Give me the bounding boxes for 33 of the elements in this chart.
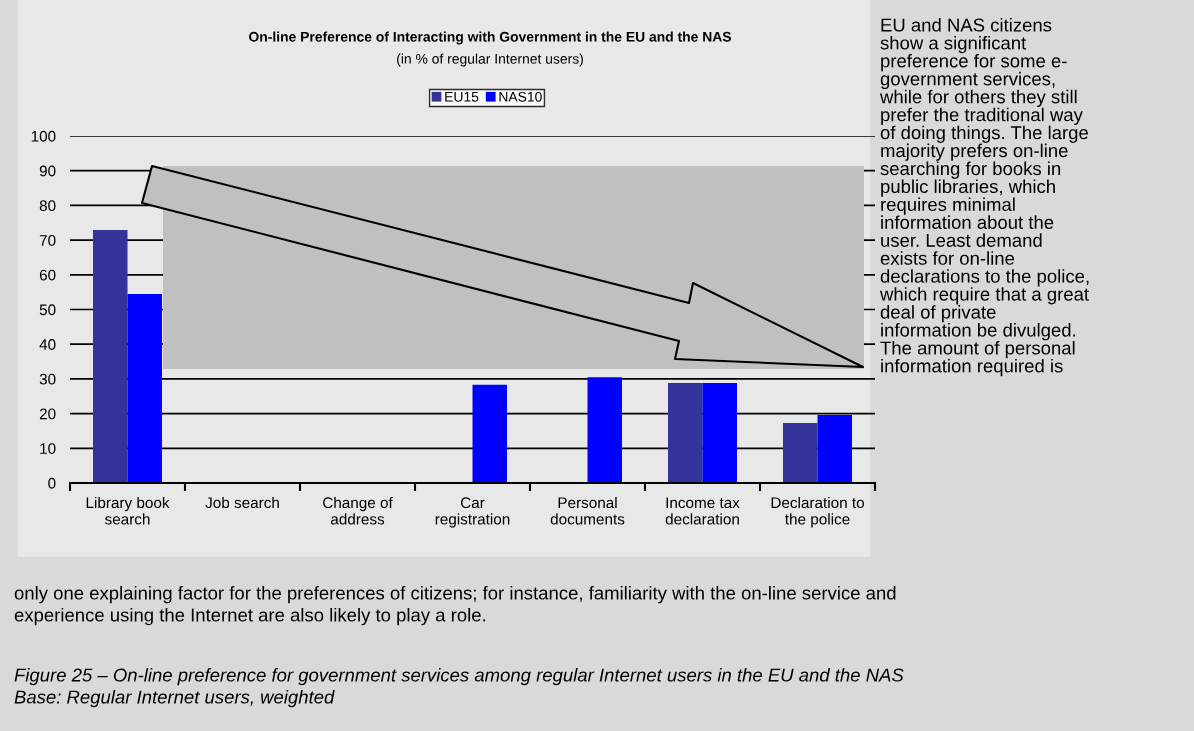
y-tick-label: 0 bbox=[48, 477, 56, 489]
x-tick-label: Change of address bbox=[323, 496, 393, 525]
y-tick-label: 80 bbox=[39, 200, 56, 212]
x-tick-label: Library book search bbox=[86, 496, 170, 525]
x-tick-label: Car registration bbox=[435, 497, 510, 528]
y-tick-label: 20 bbox=[39, 408, 56, 420]
caption: Figure 25 – On-line preference for government services among regular Internet users in the EU and the NAS Base: Regular Internet users, weighted bbox=[14, 668, 904, 708]
x-tick-label: Job search bbox=[205, 496, 279, 509]
bar bbox=[472, 384, 507, 483]
y-tick-label: 30 bbox=[39, 373, 56, 385]
x-tick-label: Income tax declaration bbox=[665, 497, 740, 525]
x-tick-label: Declaration to the police bbox=[771, 496, 864, 528]
y-tick-label: 90 bbox=[39, 165, 56, 177]
text: only one explaining factor for the preferences of citizens; for instance, familiarity with the on-line service and experience using the Internet are also likely to play a role. bbox=[14, 586, 896, 626]
x-tick-label: Personal documents bbox=[550, 496, 625, 525]
bar bbox=[127, 293, 162, 483]
bar bbox=[702, 383, 737, 483]
bar bbox=[783, 422, 818, 483]
bar bbox=[587, 377, 622, 483]
y-tick-label: 100 bbox=[31, 130, 56, 142]
bar bbox=[817, 414, 852, 483]
chart-subtitle: (in % of regular Internet users) bbox=[397, 53, 583, 67]
legend-label: EU15 bbox=[445, 92, 479, 102]
y-tick-label: 60 bbox=[39, 269, 56, 281]
legend-label: NAS10 bbox=[499, 91, 542, 102]
chart-title: On-line Preference of Interacting with Government in the EU and the NAS bbox=[249, 31, 732, 45]
y-tick-label: 70 bbox=[39, 234, 56, 246]
bar bbox=[668, 383, 703, 483]
text: EU and NAS citizens show a significant preference for some e- government services, while for others they still prefer the traditional way of doing things. The large majority prefers on-line searching for books in public libraries, which requires minimal information about the user. Least demand exists for on-line declarations to the police, which require that a great deal of private information be divulged. The amount of personal information required is bbox=[879, 18, 1089, 377]
bar bbox=[93, 230, 128, 483]
y-tick-label: 50 bbox=[39, 304, 56, 316]
y-tick-label: 10 bbox=[40, 443, 56, 454]
y-tick-label: 40 bbox=[39, 339, 56, 350]
